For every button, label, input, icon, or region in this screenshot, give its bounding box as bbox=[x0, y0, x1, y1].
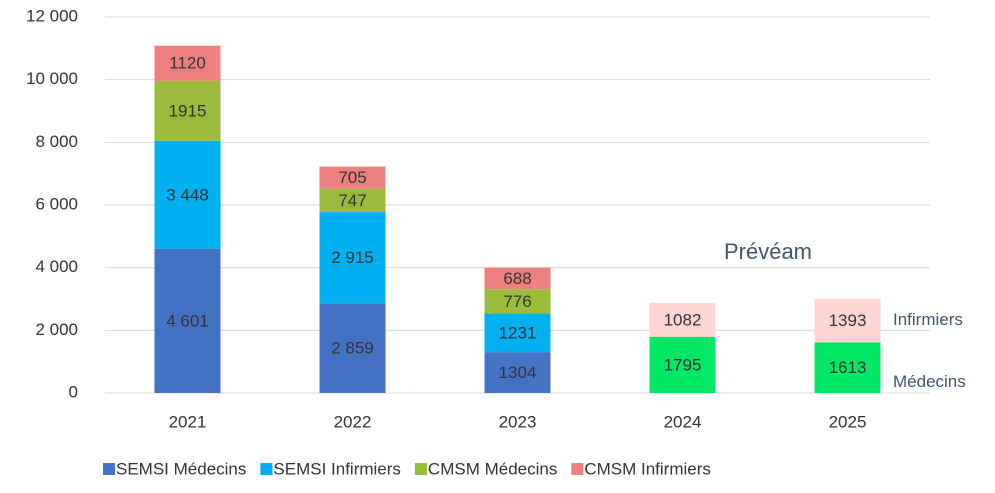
data-label: 747 bbox=[338, 191, 366, 210]
bar-segment bbox=[154, 80, 221, 141]
bar-segment bbox=[319, 303, 386, 393]
bar-segment bbox=[154, 248, 221, 393]
data-label: 1082 bbox=[664, 310, 702, 329]
data-label: 1915 bbox=[169, 101, 207, 120]
data-label: 1393 bbox=[829, 311, 867, 330]
x-tick-label: 2025 bbox=[829, 412, 867, 431]
legend-swatch bbox=[414, 463, 427, 475]
legend-label: CMSM Médecins bbox=[428, 459, 557, 478]
forecast-title: Prévéam bbox=[724, 239, 812, 264]
bar-segment bbox=[484, 267, 551, 290]
data-label: 3 448 bbox=[166, 185, 209, 204]
bar-segment bbox=[319, 166, 386, 189]
x-tick-label: 2023 bbox=[499, 412, 537, 431]
legend-swatch bbox=[260, 463, 273, 475]
legend-swatch bbox=[103, 463, 115, 475]
data-label: 4 601 bbox=[166, 311, 209, 330]
bar-segment bbox=[814, 342, 881, 393]
data-label: 1613 bbox=[829, 358, 867, 377]
y-tick-label: 4 000 bbox=[35, 257, 78, 276]
y-tick-label: 8 000 bbox=[35, 132, 78, 151]
legend-label: SEMSI Infirmiers bbox=[273, 459, 401, 478]
data-label: 2 915 bbox=[331, 248, 374, 267]
bar-segment bbox=[649, 302, 716, 337]
x-tick-label: 2022 bbox=[334, 412, 372, 431]
x-tick-label: 2021 bbox=[169, 412, 207, 431]
bar-segment bbox=[154, 140, 221, 249]
y-tick-label: 2 000 bbox=[35, 320, 78, 339]
bar-segment bbox=[814, 298, 881, 343]
data-label: 1231 bbox=[499, 323, 537, 342]
bar-segment bbox=[649, 336, 716, 393]
data-label: 1304 bbox=[499, 363, 537, 382]
data-label: 2 859 bbox=[331, 339, 374, 358]
y-tick-label: 0 bbox=[69, 382, 78, 401]
data-label: 776 bbox=[503, 292, 531, 311]
bar-segment bbox=[484, 313, 551, 353]
legend-label: CMSM Infirmiers bbox=[584, 459, 711, 478]
bar-segment bbox=[484, 289, 551, 314]
bar-segment bbox=[484, 352, 551, 393]
bar-segment bbox=[319, 188, 386, 213]
bar-segment bbox=[154, 45, 221, 81]
y-tick-label: 6 000 bbox=[35, 194, 78, 213]
y-tick-label: 12 000 bbox=[26, 6, 78, 25]
data-label: 688 bbox=[503, 269, 531, 288]
data-label: 1120 bbox=[169, 54, 206, 73]
legend-swatch bbox=[571, 463, 584, 475]
series-annotation: Infirmiers bbox=[893, 310, 963, 329]
x-tick-label: 2024 bbox=[664, 412, 702, 431]
data-label: 1795 bbox=[664, 355, 702, 374]
bar-segment bbox=[319, 212, 386, 304]
series-annotation: Médecins bbox=[893, 372, 966, 391]
y-tick-label: 10 000 bbox=[26, 69, 78, 88]
data-label: 705 bbox=[338, 168, 366, 187]
legend-label: SEMSI Médecins bbox=[116, 459, 246, 478]
